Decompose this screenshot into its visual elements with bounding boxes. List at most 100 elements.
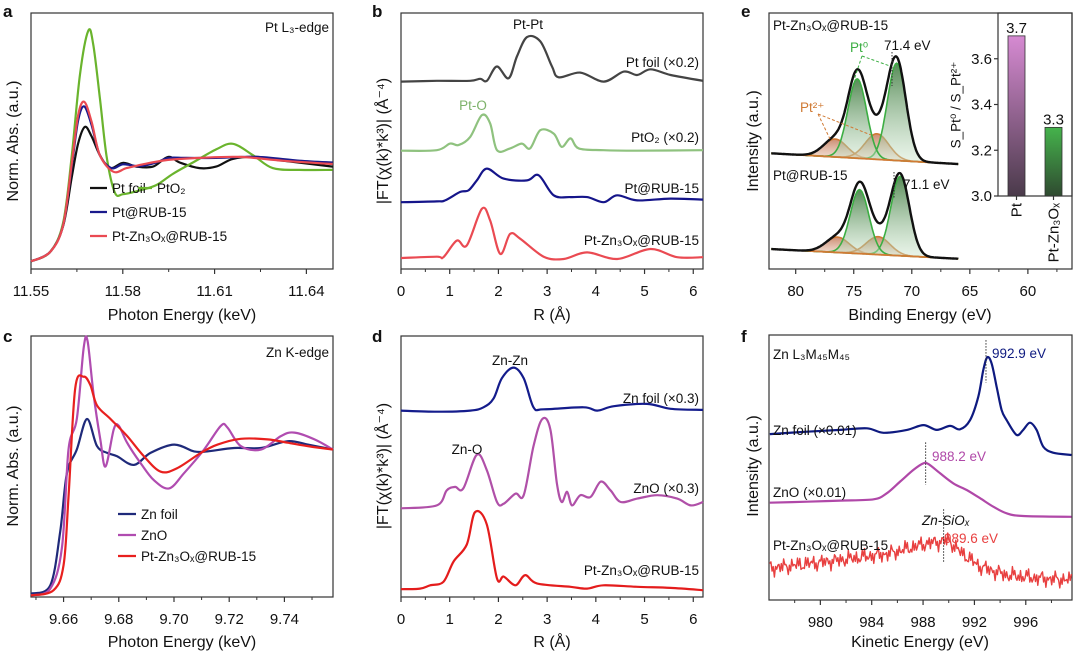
plot-frame	[768, 334, 1073, 601]
x-axis-title-d: R (Å)	[533, 632, 570, 651]
x-tick-label: 70	[903, 283, 920, 300]
legend-label-zn-foil: Zn foil	[141, 507, 178, 522]
panel-label-a: a	[3, 2, 13, 21]
x-tick-label: 80	[787, 283, 804, 300]
bar-value-label: 3.3	[1043, 111, 1064, 128]
envelope-pt-rub-15	[771, 171, 959, 260]
series-pto-0-2	[400, 113, 704, 153]
series-zn-foil-0-3	[400, 366, 704, 413]
annotation-pt0: Pt⁰	[850, 40, 868, 55]
leader-lines-e	[817, 52, 895, 198]
chart-f: 980 984 988 992 996	[768, 334, 1073, 631]
series-pt-rub-15	[400, 167, 704, 204]
fit-fill-pt0	[771, 63, 959, 165]
series-label-pt-zn3ox-rub15: Pt-Zn₃Oₓ@RUB-15	[584, 233, 699, 248]
x-tick-label: 996	[1013, 614, 1038, 631]
plot-frame	[30, 12, 334, 270]
x-tick-label: 1	[446, 611, 454, 628]
panel-label-d: d	[372, 327, 382, 346]
series-label-pto2: PtO₂ (×0.2)	[631, 130, 699, 145]
x-tick-label: 2	[494, 283, 502, 300]
series-zno-0-3	[400, 416, 704, 510]
series-pt-zn-o-rub-15	[30, 100, 333, 263]
x-tick-label: 6	[689, 611, 697, 628]
series-pt-zn-o-rub-15	[30, 374, 334, 597]
spectrum-label-pt-zn3ox-rub15: Pt-Zn₃Oₓ@RUB-15	[773, 18, 888, 33]
chart-title-c: Zn K-edge	[266, 345, 329, 360]
x-tick-label: 60	[1020, 283, 1037, 300]
x-tick-label: 1	[446, 283, 454, 300]
legend-label-pt-foil: Pt foil	[112, 181, 146, 196]
annotation-zn-zn: Zn-Zn	[492, 353, 528, 368]
series-label-zno: ZnO (×0.3)	[633, 481, 699, 496]
x-axis-title-e: Binding Energy (eV)	[848, 307, 991, 324]
chart-e-inset-bar: 3.0 3.2 3.4 3.6 3.7 Pt 3.3 Pt-Zn₃Oₓ	[971, 12, 1073, 262]
peak-label-992-9: 992.9 eV	[992, 346, 1046, 361]
peak-label-988-2: 988.2 eV	[932, 449, 986, 464]
x-tick-label: 9.72	[215, 611, 244, 628]
y-tick-label: 3.2	[971, 142, 992, 159]
x-axis-title-f: Kinetic Energy (eV)	[851, 634, 989, 651]
x-tick-label: 3	[543, 283, 551, 300]
x-tick-label: 5	[640, 283, 648, 300]
x-tick-label: 9.68	[104, 611, 133, 628]
legend-c: Zn foil ZnO Pt-Zn₃Oₓ@RUB-15	[118, 507, 256, 564]
y-axis-title-d: |FT(χ(k)*k³)| (Å⁻⁴)	[373, 403, 392, 529]
series-zn-foil-0-01	[769, 355, 1072, 457]
annotation-pt-pt: Pt-Pt	[513, 17, 543, 32]
series-label-zn-foil: Zn foil (×0.01)	[773, 423, 857, 438]
bar-pt	[1007, 35, 1026, 197]
plot-frame	[30, 335, 334, 598]
y-axis-title-c: Norm. Abs. (a.u.)	[5, 406, 22, 527]
chart-title-a: Pt L₃-edge	[265, 20, 329, 35]
annotation-zn-o: Zn-O	[452, 442, 483, 457]
x-tick-label: 11.64	[288, 283, 324, 300]
x-axis-title-c: Photon Energy (keV)	[108, 634, 257, 651]
x-tick-label: 3	[543, 611, 551, 628]
panel-label-f: f	[741, 327, 747, 346]
series-label-pt-foil: Pt foil (×0.2)	[626, 55, 699, 70]
series-pto	[30, 28, 333, 263]
legend-label-pt-zn3ox-rub15: Pt-Zn₃Oₓ@RUB-15	[141, 549, 256, 564]
x-tick-label: 0	[397, 283, 405, 300]
y-axis-title-e: Intensity (a.u.)	[745, 90, 762, 191]
x-tick-label: 4	[592, 611, 600, 628]
series-label-zno: ZnO (×0.01)	[773, 485, 846, 500]
y-axis-title-f: Intensity (a.u.)	[745, 415, 762, 516]
chart-b: 0 1 2 3 4 5 6	[397, 12, 704, 300]
chart-e-xps: 80 75 70 65 60	[768, 12, 1073, 300]
x-tick-label: 75	[845, 283, 862, 300]
y-tick-label: 3.0	[971, 188, 992, 205]
x-axis-title-b: R (Å)	[533, 305, 570, 324]
chart-d: 0 1 2 3 4 5 6	[397, 335, 704, 628]
envelope-pt-zn-o-rub-15	[771, 55, 959, 166]
y-tick-label: 3.6	[971, 51, 992, 68]
series-zno	[30, 335, 334, 597]
fit-fill-pt0	[771, 189, 959, 259]
annotation-pt-o: Pt-O	[459, 98, 487, 113]
x-tick-label: 5	[640, 611, 648, 628]
x-tick-label: 0	[397, 611, 405, 628]
legend-label-zno: ZnO	[141, 528, 167, 543]
x-tick-label: 992	[962, 614, 987, 631]
series-label-pt-zn3ox-rub15: Pt-Zn₃Oₓ@RUB-15	[584, 563, 699, 578]
y-axis-title-a: Norm. Abs. (a.u.)	[5, 81, 22, 202]
x-tick-label: 980	[808, 614, 833, 631]
x-tick-label: 11.61	[196, 283, 232, 300]
x-tick-label: 9.70	[159, 611, 188, 628]
series-label-pt-zn3ox-rub15: Pt-Zn₃Oₓ@RUB-15	[773, 538, 888, 553]
annotation-zn-siox: Zn-SiOₓ	[921, 513, 970, 528]
x-tick-label: 11.58	[105, 283, 141, 300]
y-axis-title-b: |FT(χ(k)*k³)| (Å⁻⁴)	[373, 78, 392, 204]
x-tick-label: 988	[911, 614, 936, 631]
legend-a: Pt foil PtO₂ Pt@RUB-15 Pt-Zn₃Oₓ@RUB-15	[90, 181, 227, 244]
legend-label-pto2: PtO₂	[157, 181, 186, 196]
annotation-pt2: Pt²⁺	[800, 100, 824, 115]
series-pt-foil-0-2	[400, 34, 704, 83]
fit-fill-pt0	[771, 78, 959, 164]
panel-label-e: e	[741, 2, 750, 21]
x-tick-label: 11.55	[13, 283, 49, 300]
plot-frame	[400, 335, 704, 598]
x-tick-label: 984	[859, 614, 884, 631]
series-zn-foil	[30, 417, 334, 595]
